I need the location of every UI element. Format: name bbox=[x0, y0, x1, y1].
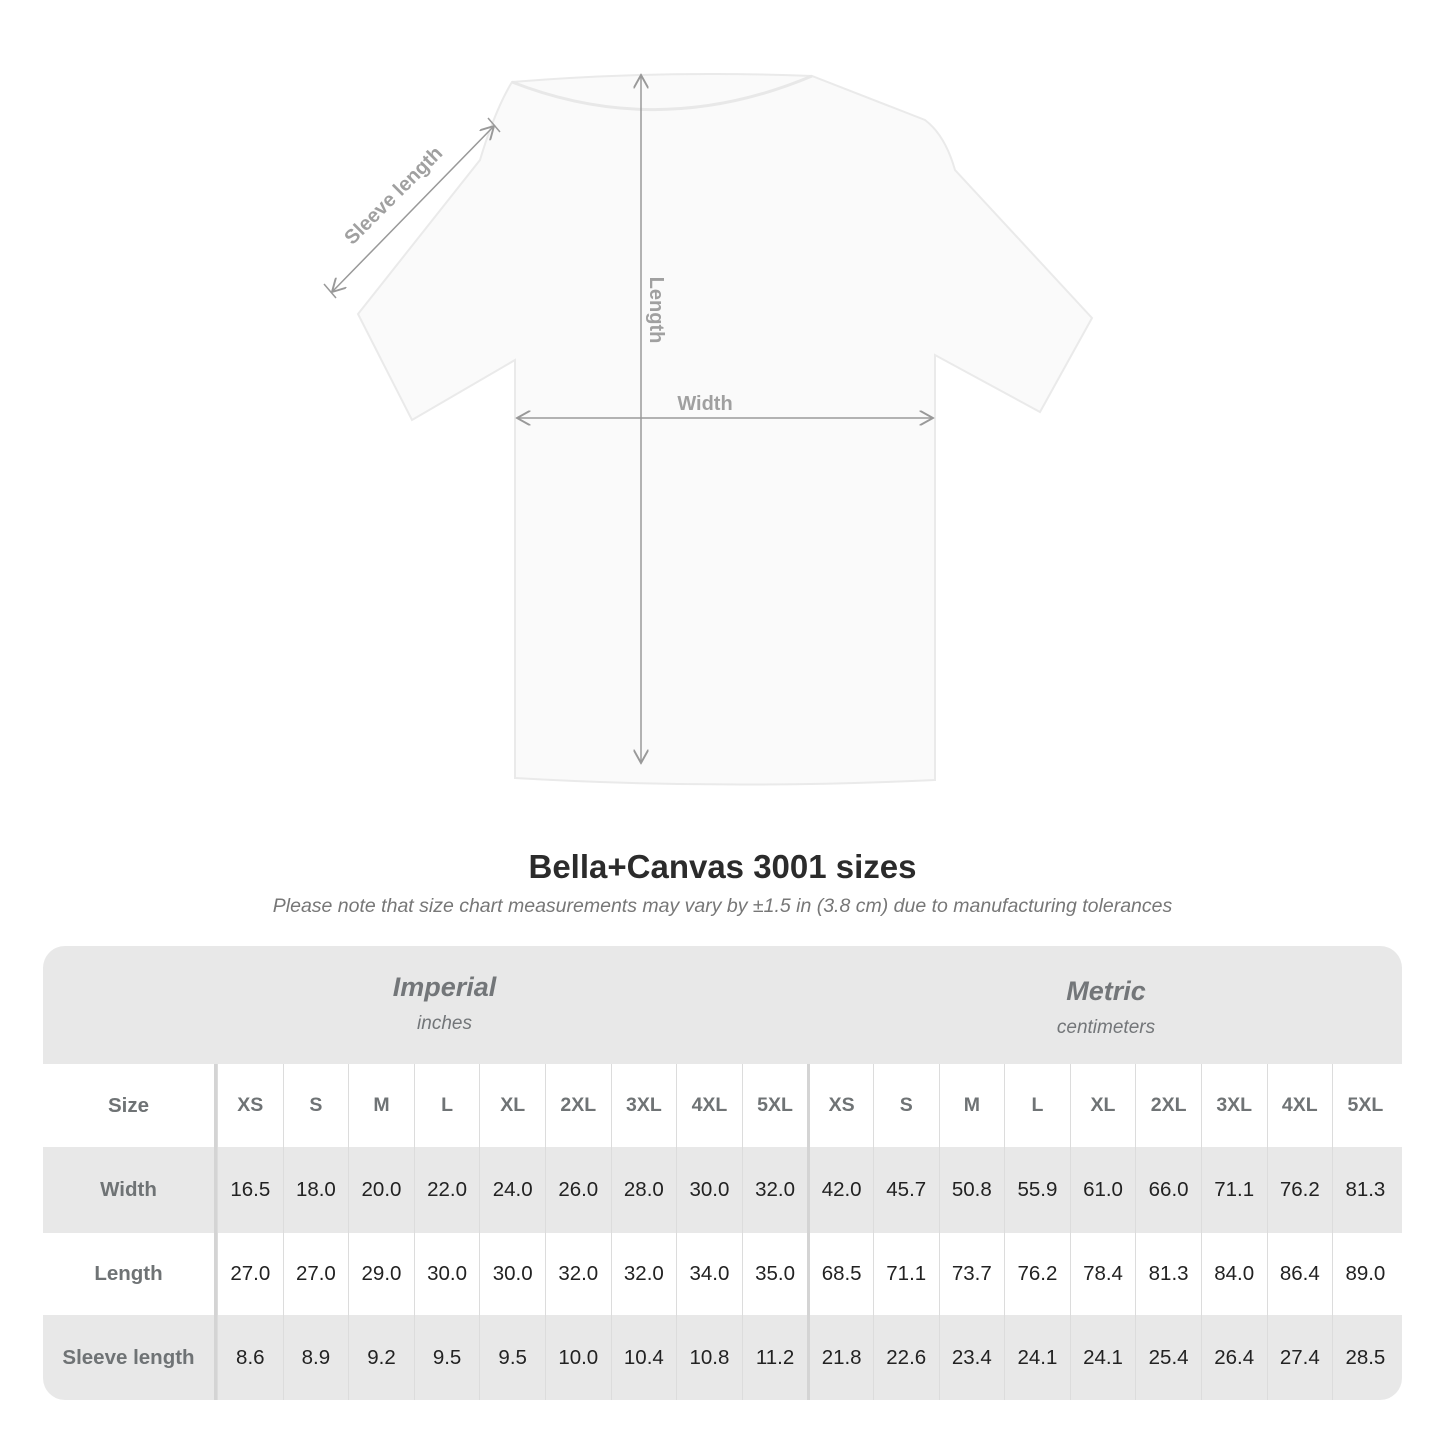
tolerance-note: Please note that size chart measurements… bbox=[272, 895, 1173, 917]
length-label: Length bbox=[645, 277, 667, 344]
table-cell: 24.1 bbox=[1069, 1315, 1136, 1400]
table-cell: 30.0 bbox=[676, 1147, 742, 1233]
table-cell: 24.0 bbox=[479, 1147, 545, 1233]
size-metric-m: M bbox=[938, 1064, 1005, 1147]
size-metric-2xl: 2XL bbox=[1135, 1064, 1201, 1147]
table-cell: 76.2 bbox=[1004, 1233, 1070, 1315]
metric-group: Metric centimeters bbox=[810, 976, 1402, 1039]
table-cell: 22.6 bbox=[872, 1315, 939, 1400]
table-cell: 35.0 bbox=[741, 1233, 808, 1315]
size-header: Size bbox=[43, 1064, 217, 1147]
table-cell: 55.9 bbox=[1004, 1147, 1070, 1233]
size-metric-l: L bbox=[1004, 1064, 1070, 1147]
table-cell: 18.0 bbox=[282, 1147, 349, 1233]
size-metric-xs: XS bbox=[807, 1064, 873, 1147]
row-label: Sleeve length bbox=[43, 1315, 217, 1400]
table-cell: 84.0 bbox=[1200, 1233, 1267, 1315]
table-cell: 10.0 bbox=[544, 1315, 611, 1400]
table-cell: 8.9 bbox=[282, 1315, 349, 1400]
table-cell: 20.0 bbox=[348, 1147, 414, 1233]
table-row-length: Length 27.0 27.0 29.0 30.0 30.0 32.0 32.0 34.0 35… bbox=[43, 1233, 1402, 1315]
sleeve-length-arrow bbox=[332, 126, 494, 292]
width-label: Width bbox=[677, 393, 732, 415]
table-cell: 71.1 bbox=[872, 1233, 939, 1315]
table-cell: 10.8 bbox=[676, 1315, 742, 1400]
table-cell: 32.0 bbox=[741, 1147, 808, 1233]
size-imperial-m: M bbox=[348, 1064, 414, 1147]
table-cell: 30.0 bbox=[479, 1233, 545, 1315]
table-cell: 30.0 bbox=[413, 1233, 480, 1315]
size-row: Size XS S M L XL 2XL 3XL 4XL 5XL XS S M L XL 2XL 3XL 4XL 5… bbox=[43, 1064, 1402, 1147]
table-cell: 81.3 bbox=[1332, 1147, 1398, 1233]
size-metric-s: S bbox=[872, 1064, 939, 1147]
table-cell: 29.0 bbox=[348, 1233, 414, 1315]
table-cell: 11.2 bbox=[741, 1315, 808, 1400]
table-header: Imperial inches Metric centimeters bbox=[43, 946, 1402, 1064]
size-imperial-4xl: 4XL bbox=[676, 1064, 742, 1147]
table-cell: 32.0 bbox=[610, 1233, 677, 1315]
table-cell: 73.7 bbox=[938, 1233, 1005, 1315]
table-cell: 42.0 bbox=[807, 1147, 873, 1233]
table-cell: 8.6 bbox=[217, 1315, 283, 1400]
table-cell: 26.4 bbox=[1200, 1315, 1267, 1400]
table-cell: 61.0 bbox=[1069, 1147, 1136, 1233]
tshirt-diagram: Sleeve length Length Width bbox=[323, 73, 1094, 786]
size-imperial-xl: XL bbox=[479, 1064, 545, 1147]
table-cell: 23.4 bbox=[938, 1315, 1005, 1400]
table-cell: 27.4 bbox=[1266, 1315, 1333, 1400]
table-cell: 24.1 bbox=[1004, 1315, 1070, 1400]
table-cell: 22.0 bbox=[413, 1147, 480, 1233]
row-label: Width bbox=[43, 1147, 217, 1233]
table-cell: 26.0 bbox=[544, 1147, 611, 1233]
size-imperial-3xl: 3XL bbox=[610, 1064, 677, 1147]
metric-title: Metric bbox=[1066, 976, 1146, 1006]
table-cell: 45.7 bbox=[872, 1147, 939, 1233]
table-cell: 25.4 bbox=[1135, 1315, 1201, 1400]
size-table: Imperial inches Metric centimeters Size X… bbox=[43, 946, 1402, 1400]
size-imperial-5xl: 5XL bbox=[741, 1064, 808, 1147]
table-cell: 9.5 bbox=[479, 1315, 545, 1400]
table-cell: 27.0 bbox=[282, 1233, 349, 1315]
table-cell: 28.5 bbox=[1332, 1315, 1398, 1400]
table-cell: 66.0 bbox=[1135, 1147, 1201, 1233]
size-metric-4xl: 4XL bbox=[1266, 1064, 1333, 1147]
table-cell: 68.5 bbox=[807, 1233, 873, 1315]
table-cell: 71.1 bbox=[1200, 1147, 1267, 1233]
table-cell: 81.3 bbox=[1135, 1233, 1201, 1315]
tshirt-shape bbox=[356, 73, 1094, 786]
table-cell: 50.8 bbox=[938, 1147, 1005, 1233]
table-cell: 27.0 bbox=[217, 1233, 283, 1315]
table-row-width: Width 16.5 18.0 20.0 22.0 24.0 26.0 28.0 30.0 32.… bbox=[43, 1147, 1402, 1233]
size-imperial-xs: XS bbox=[217, 1064, 283, 1147]
size-imperial-2xl: 2XL bbox=[544, 1064, 611, 1147]
metric-unit: centimeters bbox=[1056, 1017, 1156, 1038]
size-metric-5xl: 5XL bbox=[1332, 1064, 1398, 1147]
table-cell: 10.4 bbox=[610, 1315, 677, 1400]
table-cell: 9.5 bbox=[413, 1315, 480, 1400]
table-cell: 16.5 bbox=[217, 1147, 283, 1233]
imperial-unit: inches bbox=[417, 1013, 472, 1034]
size-imperial-l: L bbox=[413, 1064, 480, 1147]
page-title: Bella+Canvas 3001 sizes bbox=[528, 848, 917, 885]
table-cell: 76.2 bbox=[1266, 1147, 1333, 1233]
table-cell: 28.0 bbox=[610, 1147, 677, 1233]
table-cell: 32.0 bbox=[544, 1233, 611, 1315]
table-cell: 78.4 bbox=[1069, 1233, 1136, 1315]
table-row-sleeve-length: Sleeve length 8.6 8.9 9.2 9.5 9.5 10.0 10.4 10.8… bbox=[43, 1315, 1402, 1400]
row-label: Length bbox=[43, 1233, 217, 1315]
table-cell: 9.2 bbox=[348, 1315, 414, 1400]
table-cell: 89.0 bbox=[1332, 1233, 1398, 1315]
table-cell: 86.4 bbox=[1266, 1233, 1333, 1315]
size-metric-3xl: 3XL bbox=[1200, 1064, 1267, 1147]
imperial-title: Imperial bbox=[392, 972, 497, 1002]
size-metric-xl: XL bbox=[1069, 1064, 1136, 1147]
size-imperial-s: S bbox=[282, 1064, 349, 1147]
table-cell: 21.8 bbox=[807, 1315, 873, 1400]
table-cell: 34.0 bbox=[676, 1233, 742, 1315]
imperial-group: Imperial inches bbox=[217, 972, 672, 1035]
